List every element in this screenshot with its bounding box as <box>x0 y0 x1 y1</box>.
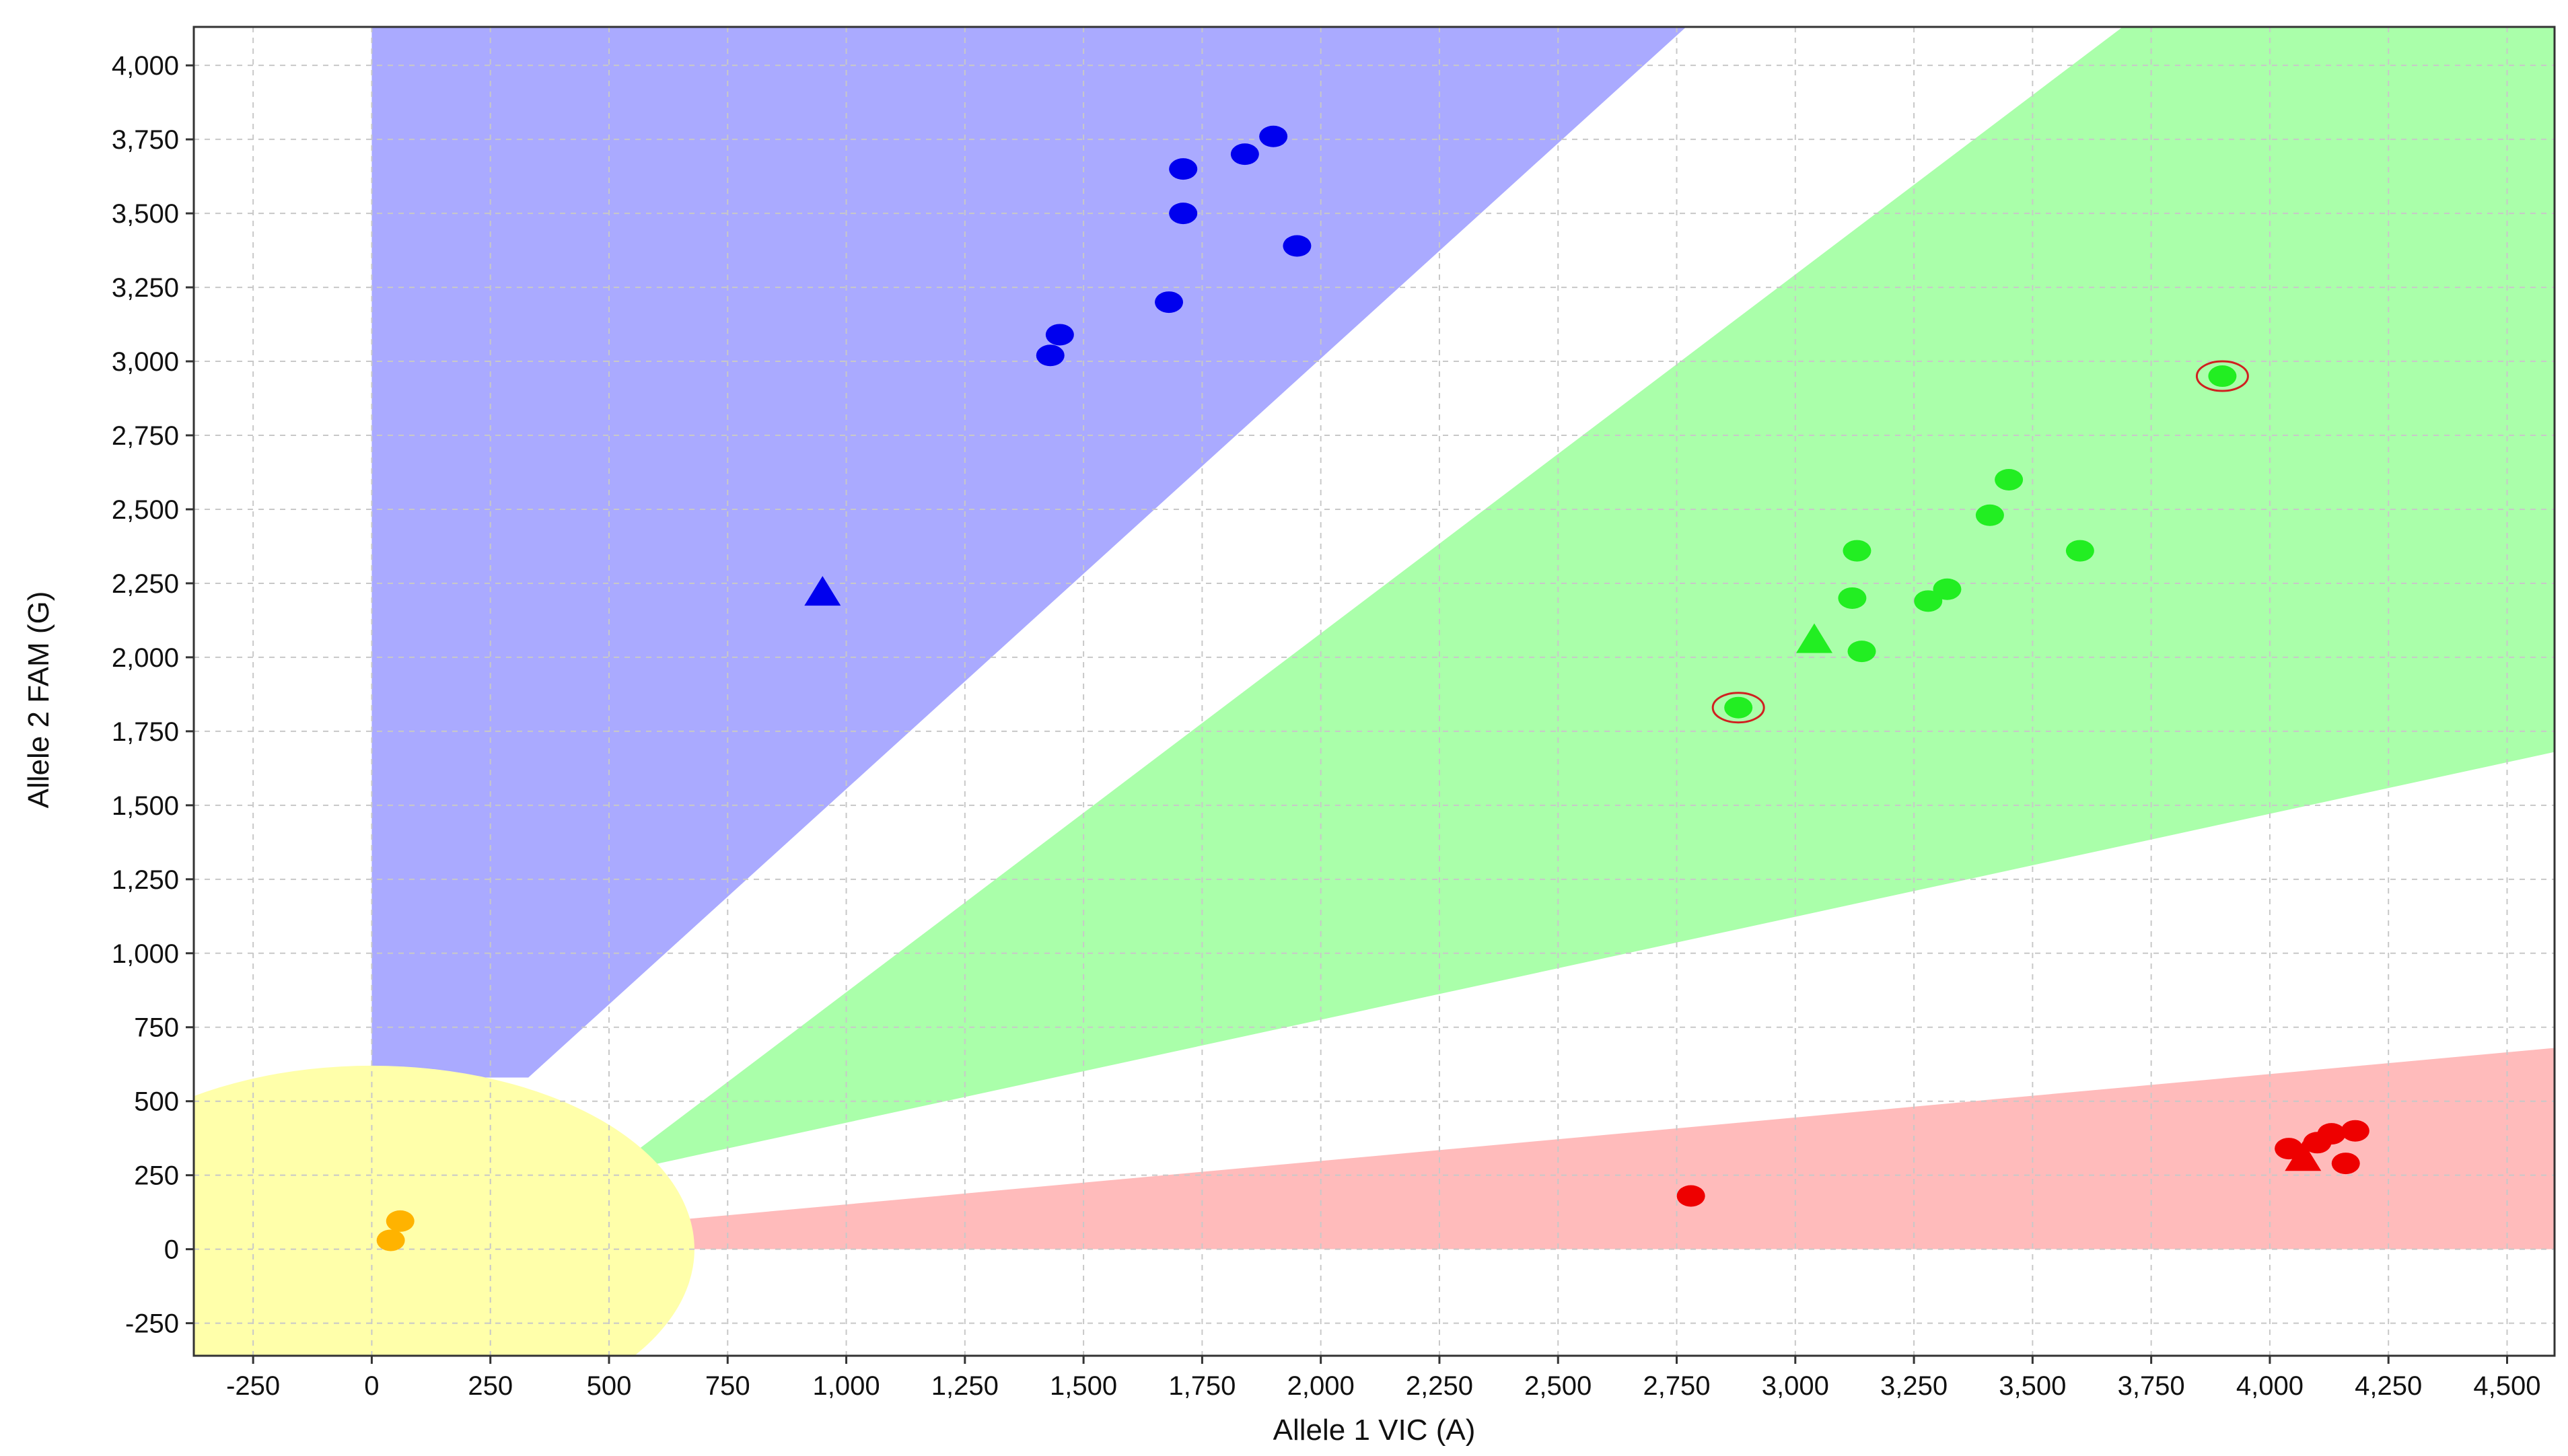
y-tick-label: 3,250 <box>112 273 179 303</box>
y-tick-label: 2,500 <box>112 495 179 525</box>
x-tick-label: 2,250 <box>1406 1371 1473 1401</box>
allele2-point <box>1169 158 1198 180</box>
outlier-ring <box>1711 692 1765 724</box>
heterozygous-point <box>1843 540 1871 562</box>
heterozygous-point <box>1847 641 1876 663</box>
x-tick-label: 3,750 <box>2118 1371 2185 1401</box>
allele1-point <box>2341 1120 2369 1142</box>
y-tick-label: 2,000 <box>112 643 179 673</box>
y-tick-label: 1,750 <box>112 717 179 747</box>
allele2-point <box>1259 125 1288 147</box>
heterozygous-point <box>1914 590 1943 612</box>
y-tick-label: 2,750 <box>112 421 179 451</box>
heterozygous-point <box>1933 578 1962 600</box>
plot-frame <box>192 26 2556 1357</box>
x-tick-label: 1,750 <box>1168 1371 1236 1401</box>
heterozygous-point <box>2208 365 2237 388</box>
x-tick-label: 250 <box>468 1371 513 1401</box>
x-tick-label: 500 <box>587 1371 632 1401</box>
x-tick-label: 1,000 <box>812 1371 880 1401</box>
x-tick-label: 3,500 <box>1999 1371 2066 1401</box>
x-tick-label: 1,250 <box>931 1371 999 1401</box>
x-tick-label: 750 <box>705 1371 750 1401</box>
x-tick-label: -250 <box>226 1371 280 1401</box>
heterozygous-point <box>1975 504 2004 526</box>
x-tick-label: 2,000 <box>1287 1371 1355 1401</box>
y-tick-label: 3,000 <box>112 347 179 377</box>
heterozygous-region <box>604 27 2555 1175</box>
allele2-point <box>1155 291 1184 314</box>
x-tick-label: 3,250 <box>1880 1371 1948 1401</box>
cluster-regions <box>194 27 2555 1356</box>
y-axis-ticks: -250 0 250 500 750 1,000 1,250 1,500 1,750 2,000 2… <box>112 51 194 1339</box>
allele1-point <box>2331 1153 2360 1175</box>
x-tick-label: 4,000 <box>2236 1371 2304 1401</box>
x-tick-label: 2,750 <box>1643 1371 1710 1401</box>
heterozygous-centroid-marker <box>1796 623 1833 653</box>
allele2-point <box>1045 324 1074 346</box>
y-tick-label: -250 <box>125 1309 179 1339</box>
y-tick-label: 750 <box>134 1013 179 1043</box>
allele2-point <box>1169 203 1198 225</box>
x-tick-label: 2,500 <box>1524 1371 1592 1401</box>
heterozygous-point <box>1995 468 2024 490</box>
allele2-centroid-marker <box>804 576 841 606</box>
ntc-point <box>386 1210 415 1232</box>
x-tick-label: 1,500 <box>1050 1371 1117 1401</box>
y-tick-label: 3,750 <box>112 125 179 155</box>
heterozygous-point <box>1724 696 1753 719</box>
allele2-point <box>1230 143 1259 166</box>
x-tick-label: 4,250 <box>2355 1371 2422 1401</box>
x-axis-title: Allele 1 VIC (A) <box>1273 1414 1476 1447</box>
allele1-region <box>680 1048 2555 1249</box>
y-tick-label: 250 <box>134 1161 179 1191</box>
allele2-point <box>1283 235 1312 257</box>
allele1-point <box>1676 1185 1705 1207</box>
allele2-point <box>1036 344 1065 367</box>
ntc-region <box>194 1066 694 1356</box>
y-tick-label: 3,500 <box>112 199 179 229</box>
x-tick-label: 0 <box>364 1371 379 1401</box>
y-tick-label: 1,000 <box>112 939 179 969</box>
x-axis-ticks: -250 0 250 500 750 1,000 1,250 1,500 1,750 2,000 2… <box>226 1356 2541 1401</box>
y-tick-label: 1,250 <box>112 865 179 895</box>
y-tick-label: 1,500 <box>112 791 179 821</box>
y-tick-label: 0 <box>164 1235 179 1265</box>
outlier-ring <box>2195 360 2249 392</box>
heterozygous-point <box>1838 587 1867 609</box>
y-tick-label: 2,250 <box>112 569 179 599</box>
allele1-point <box>2317 1123 2346 1145</box>
y-axis-title: Allele 2 FAM (G) <box>22 591 55 809</box>
y-tick-label: 4,000 <box>112 51 179 81</box>
x-tick-label: 4,500 <box>2473 1371 2540 1401</box>
allele1-centroid-marker <box>2285 1141 2322 1171</box>
heterozygous-point <box>2065 540 2094 562</box>
data-points <box>376 125 2369 1251</box>
allele2-region <box>371 27 1686 1078</box>
ntc-point <box>376 1229 405 1251</box>
y-tick-label: 500 <box>134 1087 179 1117</box>
x-tick-label: 3,000 <box>1762 1371 1829 1401</box>
